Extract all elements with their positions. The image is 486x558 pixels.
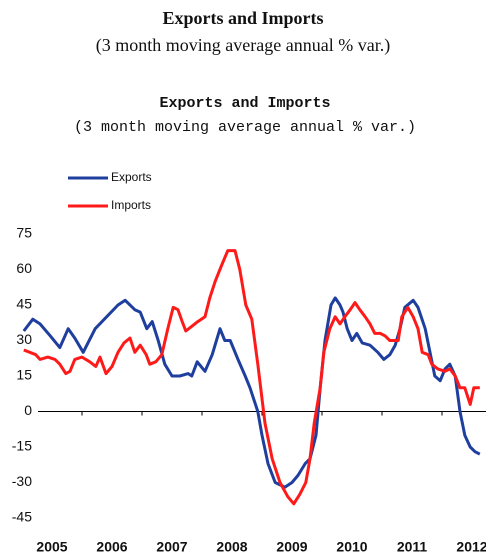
y-tick-label: 0 (24, 402, 32, 418)
x-tick-label: 2006 (96, 539, 127, 555)
x-tick-label: 2012 (456, 539, 486, 555)
x-tick-label: 2010 (336, 539, 367, 555)
chart-title: Exports and Imports (159, 95, 330, 112)
chart-subtitle: (3 month moving average annual % var.) (74, 119, 416, 136)
legend-label: Exports (111, 170, 152, 184)
y-tick-label: -45 (12, 509, 32, 525)
y-tick-label: -30 (12, 473, 32, 489)
y-tick-label: 75 (16, 225, 32, 241)
y-tick-label: 45 (16, 296, 32, 312)
series-line (23, 249, 480, 506)
x-tick-label: 2005 (36, 539, 67, 555)
series-line (22, 296, 481, 489)
x-tick-label: 2011 (397, 539, 428, 555)
y-tick-label: 60 (16, 260, 32, 276)
y-tick-label: 30 (16, 331, 32, 347)
y-tick-label: -15 (12, 438, 32, 454)
legend-label: Imports (111, 198, 151, 212)
x-tick-label: 2009 (276, 539, 307, 555)
x-tick-label: 2008 (216, 539, 247, 555)
x-tick-label: 2007 (156, 539, 187, 555)
page-title: Exports and Imports (162, 8, 323, 28)
y-tick-label: 15 (16, 367, 32, 383)
page-subtitle: (3 month moving average annual % var.) (96, 35, 390, 56)
